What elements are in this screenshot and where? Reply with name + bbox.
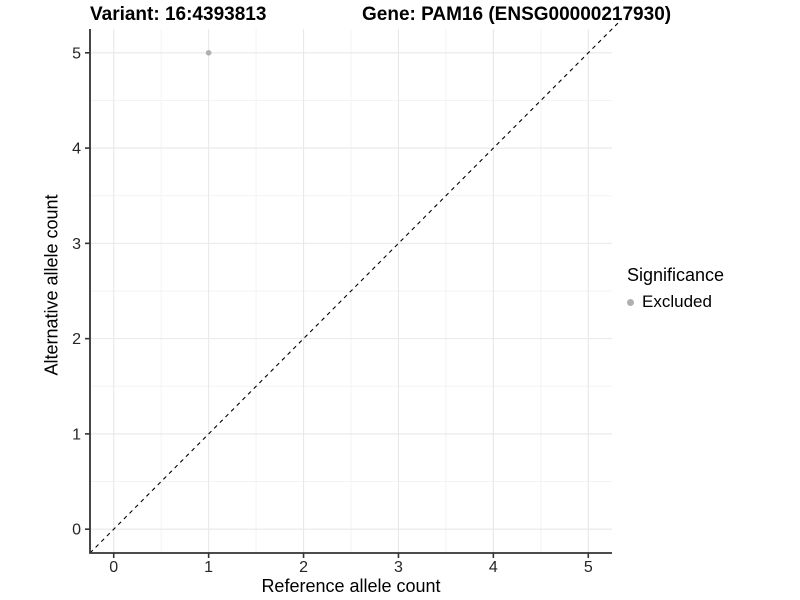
x-tick-label: 2 (299, 559, 308, 576)
legend-item-excluded: Excluded (627, 292, 724, 312)
y-tick-label: 2 (72, 331, 81, 348)
legend-item-label: Excluded (642, 292, 712, 311)
legend: Significance Excluded (627, 265, 724, 312)
y-axis-title: Alternative allele count (41, 194, 62, 376)
x-tick-label: 4 (489, 559, 498, 576)
identity-reference-line (89, 19, 622, 554)
legend-point-swatch (627, 298, 634, 306)
x-tick-label: 3 (394, 559, 403, 576)
x-axis-title: Reference allele count (261, 576, 441, 596)
y-tick-label: 3 (72, 236, 81, 253)
y-tick-label: 1 (72, 426, 81, 443)
legend-title: Significance (627, 265, 725, 285)
data-point (205, 50, 212, 56)
y-tick-label: 5 (72, 45, 81, 62)
axis-lines (89, 29, 612, 554)
plot-title-gene: Gene: PAM16 (ENSG00000217930) (362, 4, 672, 25)
x-tick-label: 5 (584, 559, 593, 576)
plot-title-variant: Variant: 16:4393813 (90, 4, 267, 25)
x-tick-label: 0 (109, 559, 118, 576)
y-tick-label: 0 (72, 522, 81, 539)
x-tick-label: 1 (204, 559, 213, 576)
y-tick-label: 4 (72, 141, 81, 158)
